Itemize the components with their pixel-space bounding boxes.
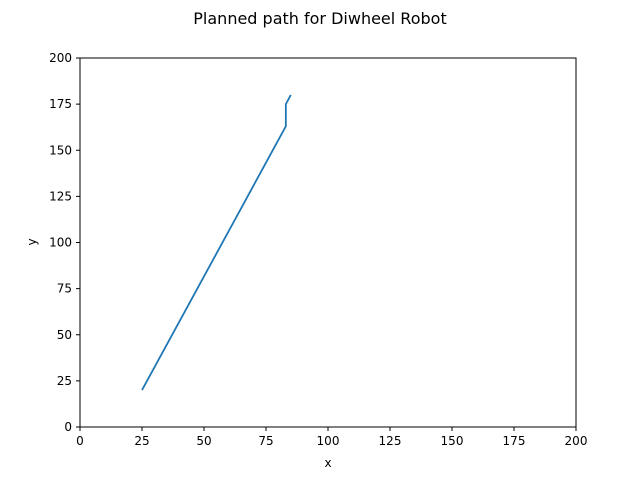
y-tick-label: 100 xyxy=(49,236,72,250)
y-tick-label: 200 xyxy=(49,51,72,65)
chart-title: Planned path for Diwheel Robot xyxy=(193,9,446,28)
y-tick-label: 125 xyxy=(49,189,72,203)
x-axis-label: x xyxy=(324,456,331,470)
plot-frame xyxy=(79,57,577,428)
x-tick-label: 50 xyxy=(196,434,211,448)
y-tick-label: 150 xyxy=(49,143,72,157)
x-tick-label: 200 xyxy=(565,434,588,448)
y-axis-ticks: 0 25 50 75 100 125 150 175 200 xyxy=(49,51,80,434)
x-tick-label: 175 xyxy=(503,434,526,448)
y-tick-label: 75 xyxy=(57,282,72,296)
x-tick-label: 0 xyxy=(76,434,84,448)
x-tick-label: 25 xyxy=(134,434,149,448)
y-tick-label: 175 xyxy=(49,97,72,111)
x-tick-label: 125 xyxy=(379,434,402,448)
x-axis-ticks: 0 25 50 75 100 125 150 175 200 xyxy=(76,427,587,448)
y-tick-label: 25 xyxy=(57,374,72,388)
x-tick-label: 100 xyxy=(317,434,340,448)
x-tick-label: 75 xyxy=(258,434,273,448)
series-layer xyxy=(141,94,292,391)
x-tick-label: 150 xyxy=(441,434,464,448)
y-tick-label: 50 xyxy=(57,328,72,342)
y-axis-label: y xyxy=(25,238,39,245)
y-tick-label: 0 xyxy=(64,420,72,434)
path-series-line xyxy=(141,94,292,391)
